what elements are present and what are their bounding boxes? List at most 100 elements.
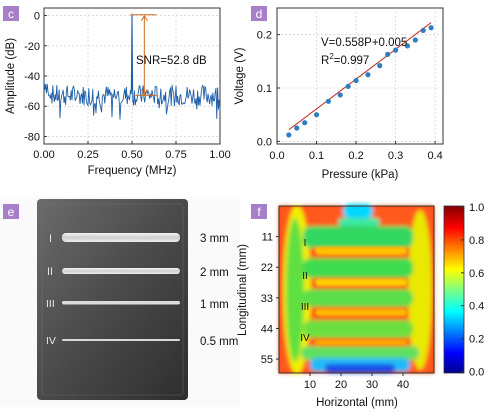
width-label-3mm: 3 mm	[200, 233, 229, 245]
panel-e: I II III IV 3 mm 2 mm 1 mm 0.5 mm e	[0, 197, 240, 407]
panel-f-xtick-label: 20	[335, 379, 347, 391]
stripe-2mm	[62, 268, 180, 274]
plate-label-i: I	[49, 233, 52, 245]
panel-c-badge	[3, 6, 19, 21]
stripe-3mm	[62, 233, 180, 242]
colorbar-tick-label: 1.0	[469, 202, 484, 214]
colorbar-tick-label: 0.0	[469, 366, 484, 378]
panel-d-badge	[251, 6, 267, 21]
colorbar	[443, 205, 465, 374]
panel-c-ytick-label: -60	[24, 101, 40, 113]
data-point	[353, 77, 359, 84]
panel-f-ytick-label: 11	[262, 232, 273, 244]
panel-d-fit-line	[288, 22, 432, 131]
panel-d-r2-prefix: R	[321, 55, 329, 67]
panel-c-ytick-label: -80	[24, 131, 40, 143]
panel-d-equation: V=0.558P+0.005	[321, 37, 407, 49]
data-point	[313, 112, 320, 118]
panel-d-y-ticks: 0.0 0.1 0.2	[257, 30, 280, 148]
panel-f-x-axis-title: Horizontal (mm)	[316, 397, 398, 409]
stripe-1mm	[62, 301, 180, 305]
panel-c-badge-label: c	[8, 7, 14, 21]
data-point	[420, 27, 426, 33]
panel-f-badge-label: f	[257, 205, 261, 219]
colorbar-tick-label: 0.8	[469, 235, 484, 247]
data-point	[412, 37, 418, 43]
panel-d-xtick-label: 0.0	[269, 150, 284, 162]
panel-c: 0.00 0.25 0.50 0.75 1.00 0 -20 -40 -60 -80 SNR=5…	[3, 6, 231, 177]
panel-c-snr-label: SNR=52.8 dB	[136, 55, 207, 67]
panel-c-xtick-label: 0.00	[33, 149, 54, 161]
panel-e-badge-label: e	[8, 205, 15, 219]
pressure-heatmap	[279, 204, 434, 375]
panel-f-ytick-label: 44	[261, 323, 273, 335]
panel-d-xtick-label: 0.3	[388, 150, 403, 162]
panel-f-xtick-label: 30	[366, 379, 378, 391]
data-point	[377, 63, 383, 69]
data-point	[286, 132, 292, 138]
panel-c-snr-annotation	[130, 14, 157, 96]
panel-c-ytick-label: 0	[34, 11, 40, 23]
heatmap-row-label: II	[302, 271, 308, 282]
panel-d-r2-sup: 2	[329, 52, 334, 61]
panel-d-y-axis-title: Voltage (V)	[234, 47, 246, 104]
data-point	[428, 25, 434, 31]
plate-label-iv: IV	[46, 335, 56, 347]
panel-f-x-ticks: 10 20 30 40	[304, 373, 409, 391]
snr-arrowhead-down	[140, 89, 148, 96]
data-point	[294, 125, 300, 131]
panel-f-ytick-label: 33	[261, 293, 273, 305]
data-point	[404, 43, 411, 49]
data-point	[302, 120, 308, 126]
panel-d-xtick-label: 0.2	[348, 150, 363, 162]
plate-label-iii: III	[46, 298, 55, 310]
data-point	[345, 83, 351, 89]
panel-d-x-axis-title: Pressure (kPa)	[322, 169, 399, 181]
panel-d-x-ticks: 0.0 0.1 0.2 0.3 0.4	[269, 141, 443, 162]
panel-c-xtick-label: 1.00	[209, 149, 230, 161]
colorbar-tick-label: 0.2	[469, 334, 484, 346]
panel-f-plot-frame	[278, 205, 435, 374]
data-point	[325, 98, 331, 104]
panel-f-xtick-label: 40	[397, 379, 409, 391]
panel-f-xtick-label: 10	[304, 379, 316, 391]
panel-c-y-ticks: 0 -20 -40 -60 -80	[24, 11, 47, 143]
panel-d-r2: R2=0.997	[321, 52, 369, 67]
panel-c-y-axis-title: Amplitude (dB)	[5, 38, 17, 114]
panel-d: 0.0 0.1 0.2 0.3 0.4 0.0 0.1 0.2 V=0.558P+0.005…	[234, 6, 444, 181]
plate-label-ii: II	[47, 266, 53, 278]
data-point	[385, 51, 391, 58]
panel-f-y-axis-title: Longitudinal (mm)	[237, 244, 249, 336]
snr-arrowhead-up	[140, 14, 148, 22]
panel-f-badge	[251, 204, 267, 219]
panel-d-grid	[277, 8, 443, 144]
width-label-0-5mm: 0.5 mm	[200, 336, 238, 348]
heatmap-bands	[315, 247, 407, 345]
panel-d-points	[286, 25, 434, 138]
heatmap-field	[279, 204, 434, 375]
panel-f-y-ticks: 11 22 33 44 55	[261, 232, 279, 366]
panel-d-xtick-label: 0.1	[309, 150, 324, 162]
heatmap-row-label: IV	[300, 333, 310, 344]
stripe-0-5mm	[62, 339, 180, 341]
panel-c-xtick-label: 0.75	[165, 149, 186, 161]
panel-d-ytick-label: 0.0	[257, 136, 272, 148]
panel-c-x-axis-title: Frequency (MHz)	[88, 165, 177, 177]
panel-d-ytick-label: 0.1	[257, 83, 272, 95]
data-point	[337, 92, 343, 98]
panel-d-xtick-label: 0.4	[427, 150, 442, 162]
sample-plate	[37, 199, 188, 400]
heatmap-row-label: I	[304, 238, 307, 249]
panel-c-xtick-label: 0.50	[121, 149, 142, 161]
panel-c-ytick-label: -40	[24, 71, 40, 83]
colorbar-tick-label: 0.6	[469, 268, 484, 280]
sample-plate-edge	[41, 203, 184, 396]
width-label-1mm: 1 mm	[200, 299, 229, 311]
panel-d-ytick-label: 0.2	[257, 30, 272, 42]
colorbar-tick-label: 0.4	[469, 301, 484, 313]
panel-e-badge	[3, 204, 19, 219]
